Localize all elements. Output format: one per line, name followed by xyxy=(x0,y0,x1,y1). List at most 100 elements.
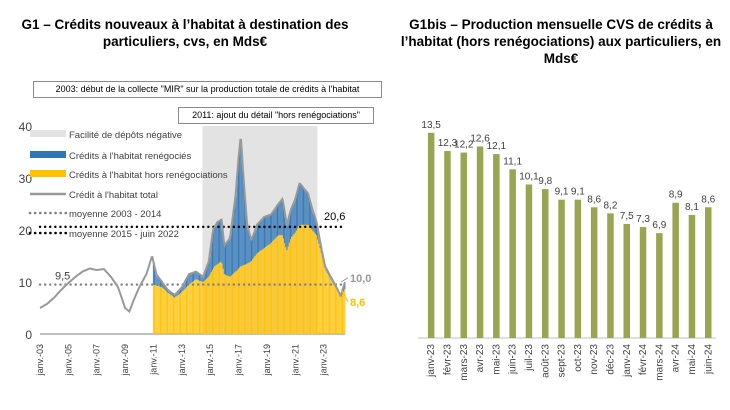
chart1-bar-hors-renegociations xyxy=(240,266,242,334)
chart1-bar-hors-renegociations xyxy=(318,243,320,334)
chart1-bar-renegocies xyxy=(281,199,283,236)
chart1-bar-renegocies xyxy=(251,239,252,261)
chart1-bar-hors-renegociations xyxy=(169,294,171,334)
chart1-bar-hors-renegociations xyxy=(269,243,271,334)
chart1-x-tick-label: janv.-13 xyxy=(177,344,187,376)
chart1-bar-renegocies xyxy=(282,204,284,239)
chart2-title: G1bis – Production mensuelle CVS de créd… xyxy=(400,17,722,66)
chart1-legend-swatch xyxy=(30,151,66,158)
chart1-bar-renegocies xyxy=(246,221,248,264)
chart1-bar-hors-renegociations xyxy=(323,262,325,334)
chart1-bar-renegocies xyxy=(310,203,312,228)
chart1-bar-renegocies xyxy=(307,194,309,226)
chart1-bar-hors-renegociations xyxy=(286,250,288,334)
chart1-bar-renegocies xyxy=(295,194,297,231)
chart1-bar-hors-renegociations xyxy=(210,272,212,334)
chart1-bar-hors-renegociations xyxy=(242,265,244,334)
chart1-label-avg-2003-2014: 9,5 xyxy=(55,271,70,283)
chart1-x-tick-label: janv.-21 xyxy=(290,344,300,376)
chart1-bar-hors-renegociations xyxy=(294,232,296,334)
chart1-bar-hors-renegociations xyxy=(266,246,268,334)
chart1-bar-hors-renegociations xyxy=(291,236,293,334)
chart1-bar-hors-renegociations xyxy=(275,237,277,334)
chart1-bar-hors-renegociations xyxy=(295,230,297,334)
chart1-bar-renegocies xyxy=(202,276,204,282)
chart1-bar-hors-renegociations xyxy=(185,287,187,334)
chart1-bar-renegocies xyxy=(191,272,193,282)
chart1-bar-renegocies xyxy=(152,262,154,285)
chart1-bar-hors-renegociations xyxy=(232,274,234,334)
chart1-bar-hors-renegociations xyxy=(271,242,273,334)
chart1-bar-renegocies xyxy=(235,187,237,272)
chart1-bar-hors-renegociations xyxy=(258,252,260,334)
chart1-bar-renegocies xyxy=(230,226,232,276)
chart1-x-tick-label: janv.-09 xyxy=(120,344,130,376)
chart1-bar-renegocies xyxy=(291,207,293,237)
chart1-bar-renegocies xyxy=(264,216,265,248)
chart1-bar-renegocies xyxy=(252,236,254,260)
chart1-bar-renegocies xyxy=(312,211,314,231)
chart1-bar-renegocies xyxy=(171,293,173,296)
chart1-x-tick-label: janv.-03 xyxy=(35,344,45,376)
chart1-bar-hors-renegociations xyxy=(156,285,158,334)
chart1-bar-hors-renegociations xyxy=(260,250,262,334)
chart1-bar-hors-renegociations xyxy=(248,262,250,334)
annotation-2003: 2003: début de la collecte "MIR" sur la … xyxy=(33,81,382,98)
chart1-bar-renegocies xyxy=(294,198,296,233)
chart1-bar-renegocies xyxy=(238,157,239,269)
chart1-bar-renegocies xyxy=(180,288,182,294)
chart1-bar-renegocies xyxy=(226,242,228,276)
chart1-bar-renegocies xyxy=(279,201,281,236)
chart1-bar-hors-renegociations xyxy=(220,261,222,334)
chart1-bar-hors-renegociations xyxy=(321,257,323,334)
chart1-bar-renegocies xyxy=(301,186,303,225)
chart1-bar-hors-renegociations xyxy=(223,274,225,334)
chart1-bar-hors-renegociations xyxy=(170,295,172,334)
chart1-bar-hors-renegociations xyxy=(265,246,267,334)
chart1-bar-hors-renegociations xyxy=(195,279,197,334)
chart1-bar-hors-renegociations xyxy=(305,224,307,334)
chart1-bar-renegocies xyxy=(254,230,256,256)
chart1-bar-hors-renegociations xyxy=(200,281,202,334)
chart1-bar-hors-renegociations xyxy=(262,248,264,334)
chart1-bar-hors-renegociations xyxy=(317,239,319,334)
chart1-bar-hors-renegociations xyxy=(172,296,174,334)
chart1-bar-hors-renegociations xyxy=(324,267,326,334)
chart1-bar-hors-renegociations xyxy=(229,276,231,334)
chart1-y-tick-label: 30 xyxy=(19,172,33,186)
chart1-bar-hors-renegociations xyxy=(337,291,339,334)
chart1-legend-label: moyenne 2015 - juin 2022 xyxy=(69,229,179,240)
chart1-bar-renegocies xyxy=(172,294,174,297)
chart1-bar-hors-renegociations xyxy=(334,287,336,334)
chart1-bar-hors-renegociations xyxy=(259,251,261,334)
chart1-bar-renegocies xyxy=(308,198,310,227)
chart1-bar-renegocies xyxy=(207,263,209,278)
chart1-bar-hors-renegociations xyxy=(222,268,224,334)
chart1-y-tick-label: 20 xyxy=(19,224,33,238)
chart1-bar-hors-renegociations xyxy=(194,280,196,334)
chart1-legend-label: Crédit à l'habitat total xyxy=(69,190,158,201)
chart1-bar-renegocies xyxy=(155,272,157,286)
chart1-bar-hors-renegociations xyxy=(340,296,342,334)
chart1-bar-hors-renegociations xyxy=(238,268,239,334)
chart1-bar-hors-renegociations xyxy=(189,283,191,334)
chart1-bar-renegocies xyxy=(209,250,211,275)
chart1-bar-hors-renegociations xyxy=(281,235,283,334)
chart1-bar-renegocies xyxy=(267,215,269,246)
chart1-bar-hors-renegociations xyxy=(307,225,309,334)
chart1-bar-hors-renegociations xyxy=(339,296,341,334)
chart1-bar-hors-renegociations xyxy=(159,286,161,334)
chart1-bar-renegocies xyxy=(187,276,189,286)
chart1-bar-renegocies xyxy=(316,222,317,236)
chart1-bar-hors-renegociations xyxy=(212,269,213,334)
chart1-bar-hors-renegociations xyxy=(306,224,308,334)
chart1-bar-hors-renegociations xyxy=(168,293,170,334)
chart1-bar-renegocies xyxy=(311,207,313,230)
chart1-y-tick-label: 10 xyxy=(19,276,33,290)
chart1-bar-hors-renegociations xyxy=(243,264,245,334)
chart1-x-tick-label: janv.-11 xyxy=(148,344,158,376)
chart1-bar-renegocies xyxy=(248,232,250,263)
chart1-bar-hors-renegociations xyxy=(292,235,294,334)
